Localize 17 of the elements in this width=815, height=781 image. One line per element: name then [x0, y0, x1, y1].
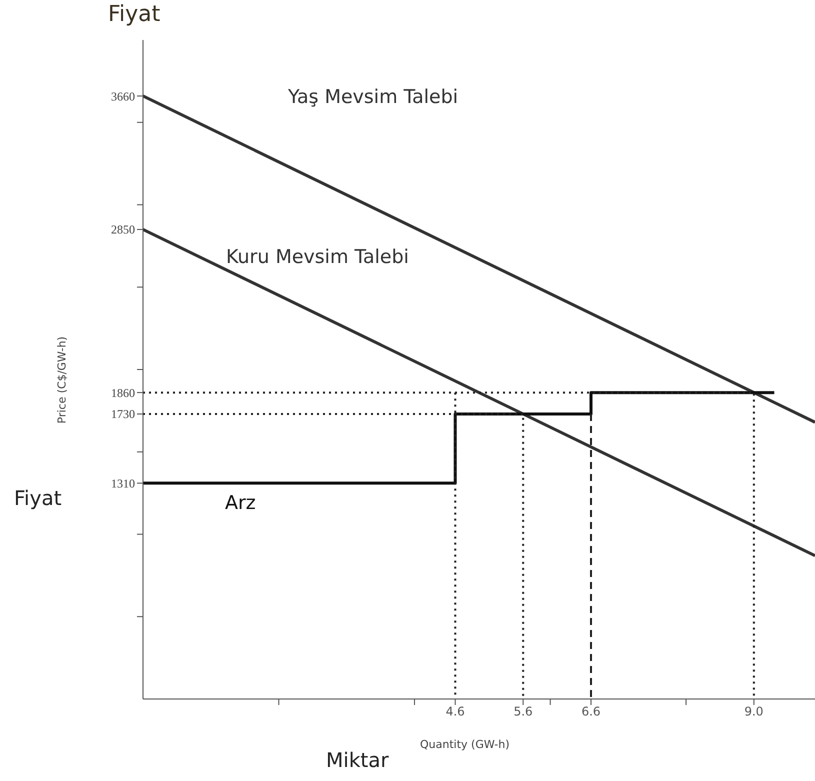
text: Fiyat	[108, 2, 160, 27]
series-label: Kuru Mevsim Talebi	[226, 246, 409, 268]
text: Fiyat	[14, 486, 62, 510]
y-tick-label: 1860	[111, 386, 135, 400]
x-tick-label: 6.6	[581, 704, 601, 719]
y-tick-label: 1730	[111, 407, 135, 422]
y-tick-label: 2850	[111, 222, 135, 237]
x-tick-label: 4.6	[446, 704, 465, 719]
x-tick-label: 9.0	[744, 704, 764, 719]
text: Yaş Mevsim Talebi	[288, 86, 458, 108]
y-tick-label: 3660	[111, 89, 135, 104]
x-axis-title: Quantity (GW-h)	[420, 738, 510, 751]
series-label: Arz	[225, 492, 256, 514]
x-tick-label: 5.6	[514, 704, 533, 719]
y-tick-label: 1310	[111, 476, 135, 490]
text: Miktar	[326, 748, 389, 772]
y-axis-title: Price (C$/GW-h)	[56, 336, 68, 424]
